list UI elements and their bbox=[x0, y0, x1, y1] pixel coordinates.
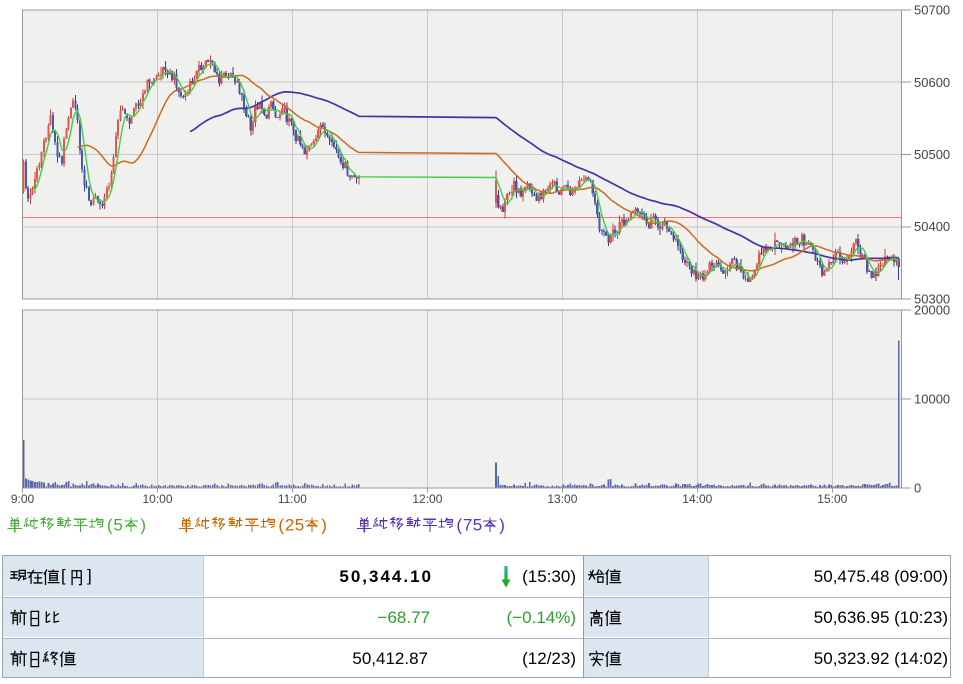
svg-text:): ) bbox=[140, 516, 146, 535]
svg-text:50500: 50500 bbox=[914, 147, 950, 162]
svg-text:5: 5 bbox=[113, 516, 123, 535]
svg-text:75: 75 bbox=[463, 516, 483, 535]
svg-text:25: 25 bbox=[285, 516, 305, 535]
svg-text:50300: 50300 bbox=[914, 292, 950, 307]
svg-text:12:00: 12:00 bbox=[412, 492, 442, 506]
svg-text:15:00: 15:00 bbox=[817, 492, 847, 506]
svg-text:13:00: 13:00 bbox=[547, 492, 577, 506]
svg-text:): ) bbox=[321, 516, 327, 535]
svg-text:14:00: 14:00 bbox=[682, 492, 712, 506]
svg-text:(: ( bbox=[278, 516, 284, 535]
svg-text:0: 0 bbox=[914, 481, 921, 496]
svg-text:): ) bbox=[499, 516, 505, 535]
svg-text:50600: 50600 bbox=[914, 75, 950, 90]
svg-text:11:00: 11:00 bbox=[278, 492, 307, 506]
svg-text:9:00: 9:00 bbox=[11, 492, 35, 506]
svg-text:50400: 50400 bbox=[914, 219, 950, 234]
svg-text:10000: 10000 bbox=[914, 392, 950, 407]
svg-text:10:00: 10:00 bbox=[142, 492, 172, 506]
svg-text:20000: 20000 bbox=[914, 303, 950, 318]
svg-text:(: ( bbox=[107, 516, 113, 535]
svg-text:50700: 50700 bbox=[914, 3, 950, 18]
svg-text:(: ( bbox=[456, 516, 462, 535]
